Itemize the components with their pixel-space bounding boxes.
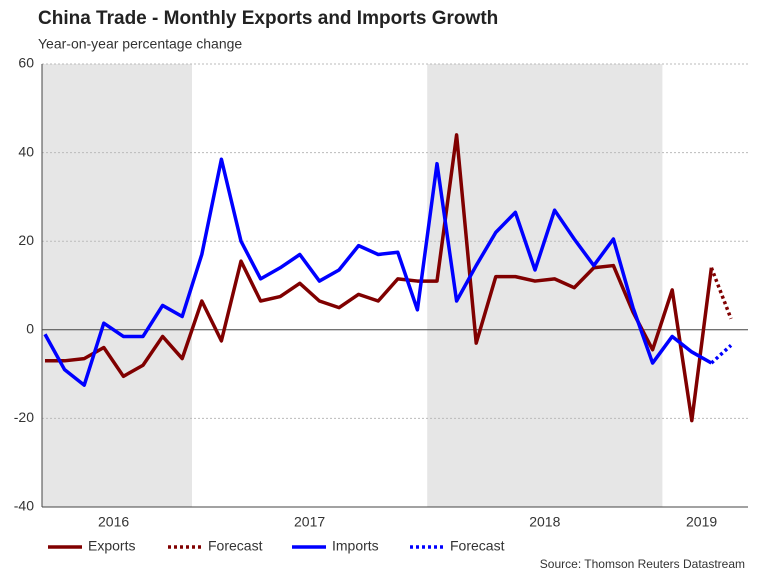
y-tick-label: -20 — [14, 409, 34, 425]
legend-label: Imports — [332, 538, 379, 554]
chart-subtitle: Year-on-year percentage change — [38, 36, 242, 52]
series-line — [710, 344, 733, 365]
y-tick-label: 0 — [26, 321, 34, 337]
x-tick-label: 2017 — [294, 514, 325, 530]
chart-title: China Trade - Monthly Exports and Import… — [38, 8, 498, 29]
x-tick-label: 2019 — [686, 514, 717, 530]
y-tick-label: 20 — [18, 232, 34, 248]
x-tick-label: 2018 — [529, 514, 560, 530]
series-line — [709, 267, 733, 320]
year-band — [42, 64, 192, 507]
legend-label: Forecast — [450, 538, 505, 554]
legend-label: Exports — [88, 538, 135, 554]
y-tick-label: -40 — [14, 498, 34, 514]
series-line — [43, 157, 713, 387]
y-tick-label: 40 — [18, 143, 34, 159]
legend-label: Forecast — [208, 538, 263, 554]
y-tick-label: 60 — [18, 55, 34, 71]
source: Source: Thomson Reuters Datastream — [540, 557, 745, 571]
x-tick-label: 2016 — [98, 514, 129, 530]
series-line — [45, 133, 714, 423]
